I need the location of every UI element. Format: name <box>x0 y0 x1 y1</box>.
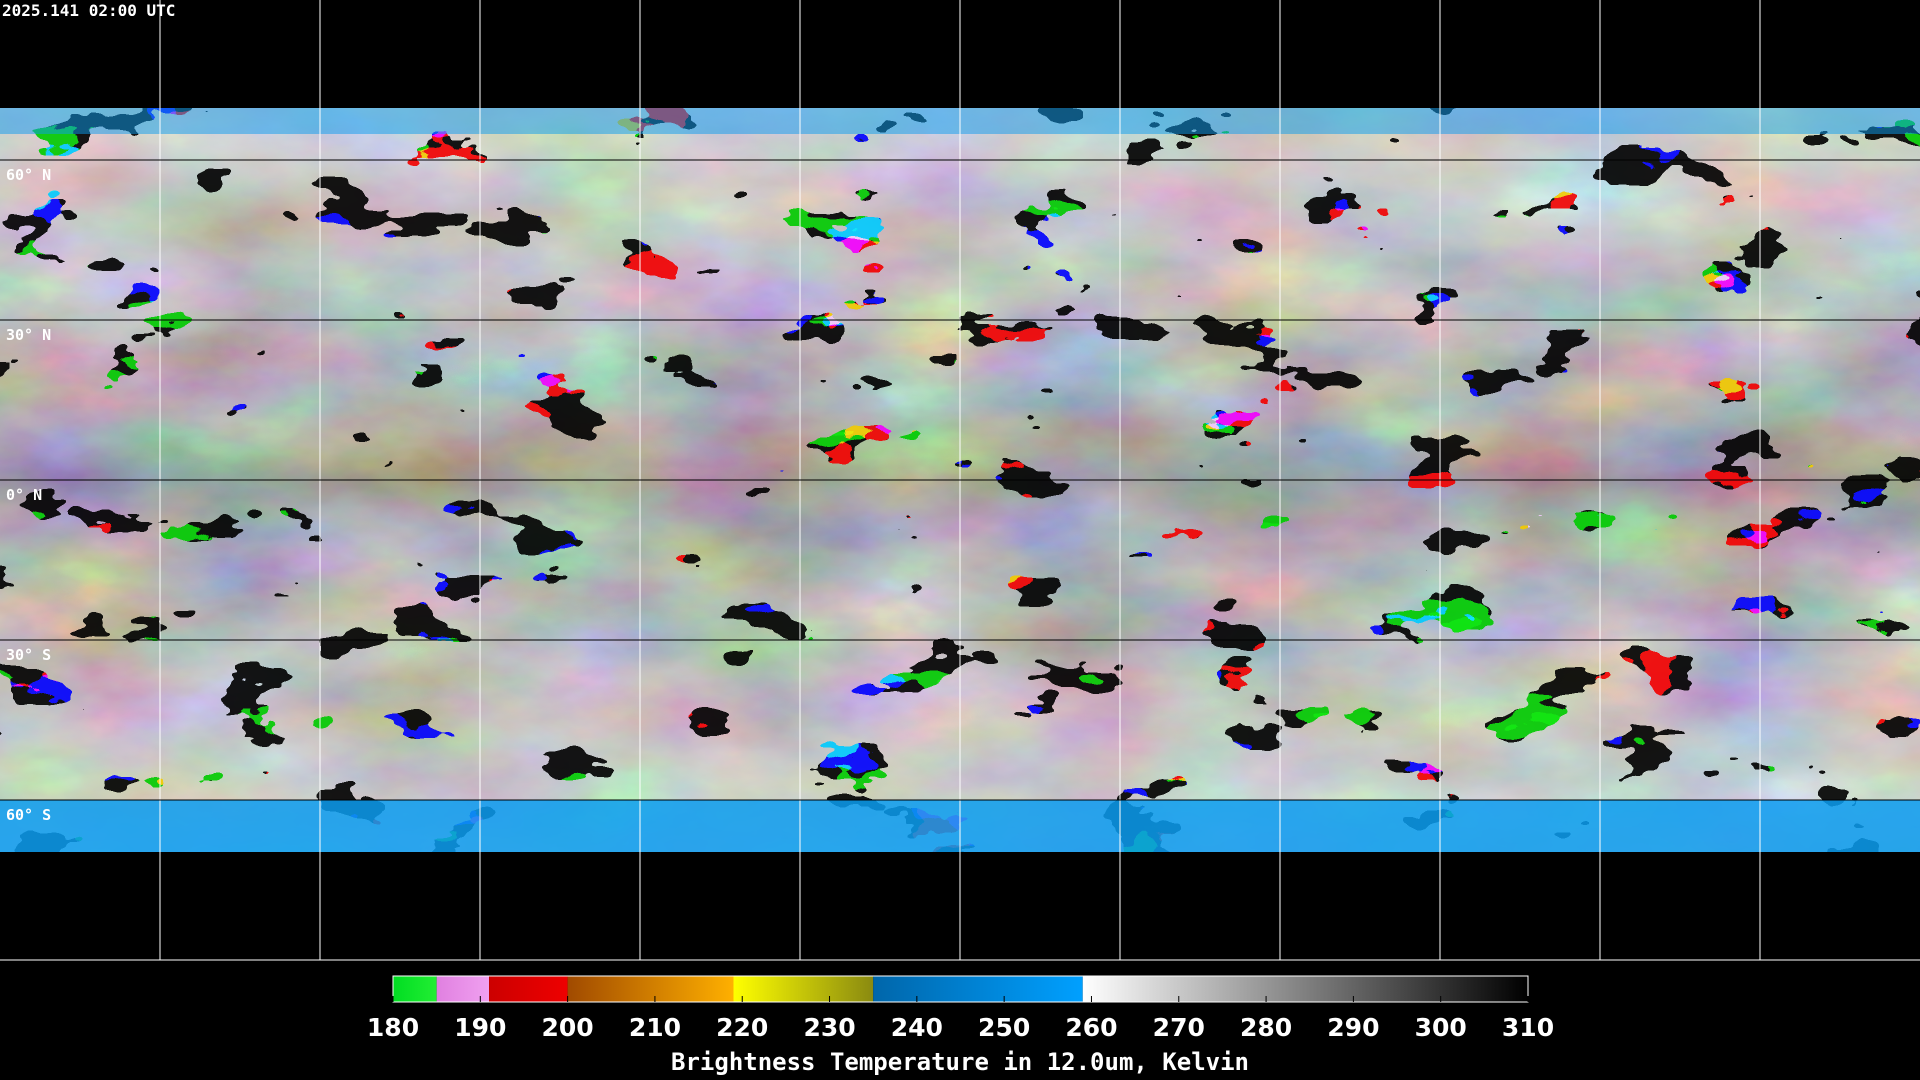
colorbar-tick-label: 230 <box>803 1013 855 1042</box>
colorbar-segment <box>436 976 490 1002</box>
lat-label: 30° S <box>6 646 51 664</box>
colorbar-segment <box>567 976 734 1002</box>
colorbar-tick-label: 250 <box>978 1013 1030 1042</box>
colorbar-tick-label: 300 <box>1415 1013 1467 1042</box>
latitude-labels: 60° N 30° N 0° N 30° S 60° S <box>6 166 51 824</box>
colorbar-tick-label: 180 <box>367 1013 419 1042</box>
colorbar-tick-label: 290 <box>1327 1013 1379 1042</box>
colorbar-segment <box>733 976 874 1002</box>
colorbar-tick-label: 270 <box>1153 1013 1205 1042</box>
colorbar-segment <box>873 976 1083 1002</box>
colorbar-tick-label: 190 <box>454 1013 506 1042</box>
timestamp: 2025.141 02:00 UTC <box>2 1 175 20</box>
colorbar-tick-label: 220 <box>716 1013 768 1042</box>
lat-label: 0° N <box>6 486 42 504</box>
lat-label: 30° N <box>6 326 51 344</box>
lat-lon-grid <box>0 0 1920 961</box>
lat-label: 60° N <box>6 166 51 184</box>
lat-label: 60° S <box>6 806 51 824</box>
colorbar-tick-label: 280 <box>1240 1013 1292 1042</box>
colorbar-tick-label: 240 <box>891 1013 943 1042</box>
colorbar-tick-label: 210 <box>629 1013 681 1042</box>
colorbar-tick-label: 260 <box>1065 1013 1117 1042</box>
colorbar-segment <box>1082 976 1528 1002</box>
colorbar-tick-label: 310 <box>1502 1013 1554 1042</box>
colorbar-segment <box>393 976 437 1002</box>
colorbar-tick-label: 200 <box>542 1013 594 1042</box>
colorbar: 180 190 200 210 220 230 240 250 260 270 280 290 300 3… <box>367 975 1554 1042</box>
colorbar-frame <box>392 975 1529 1003</box>
colorbar-segment <box>489 976 568 1002</box>
colorbar-title: Brightness Temperature in 12.0um, Kelvin <box>671 1048 1249 1076</box>
